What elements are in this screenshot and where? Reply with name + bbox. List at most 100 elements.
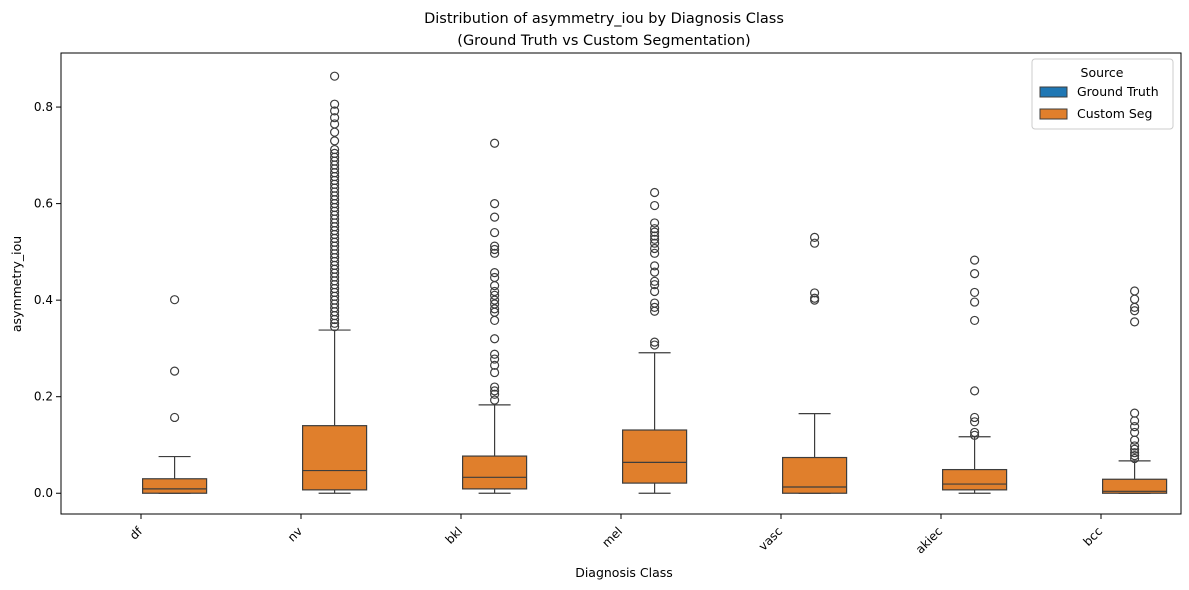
outlier-point-mel <box>649 224 660 234</box>
legend-entry-ground-truth: Ground Truth <box>1077 84 1159 99</box>
outlier-point-mel <box>649 231 660 241</box>
outlier-point-bkl <box>490 295 500 305</box>
outlier-point-akiec <box>969 315 980 326</box>
outlier-point-akiec <box>969 297 980 307</box>
outlier-point-bcc <box>1129 317 1140 327</box>
outlier-point-bkl <box>490 227 500 238</box>
outlier-point-bkl <box>490 281 500 291</box>
outlier-point-mel <box>649 267 660 277</box>
box-nv <box>302 425 368 491</box>
outlier-point-mel <box>649 248 660 258</box>
y-tick-label: 0.8 <box>34 100 53 114</box>
outlier-point-vasc <box>809 238 820 248</box>
outlier-point-bkl <box>490 212 500 222</box>
outlier-point-bkl <box>490 272 500 283</box>
outlier-point-akiec <box>969 269 980 279</box>
outlier-point-bkl <box>490 315 500 326</box>
outlier-point-vasc <box>809 293 820 303</box>
box-bcc <box>1101 478 1168 494</box>
outlier-point-mel <box>649 243 660 254</box>
box-akiec <box>941 468 1008 491</box>
chart-title: Distribution of asymmetry_iou by Diagnos… <box>424 11 784 27</box>
outlier-point-nv <box>330 144 340 155</box>
outlier-point-vasc <box>809 232 820 242</box>
outlier-point-bkl <box>490 349 500 359</box>
outlier-point-akiec <box>969 287 980 298</box>
outlier-point-bkl <box>490 354 500 364</box>
x-axis-label: Diagnosis Class <box>575 565 673 580</box>
outlier-point-bcc <box>1129 444 1140 454</box>
outlier-point-bkl <box>490 290 500 300</box>
outlier-point-bkl <box>490 199 500 209</box>
outlier-point-bkl <box>490 268 500 278</box>
outlier-point-nv <box>330 322 340 332</box>
outlier-point-bcc <box>1129 422 1140 432</box>
outlier-point-bkl <box>490 395 500 405</box>
legend-title: Source <box>1081 65 1124 80</box>
x-tick-label-bkl: bkl <box>443 524 466 547</box>
outlier-point-bkl <box>490 299 500 309</box>
outlier-point-mel <box>649 280 660 290</box>
outlier-point-bkl <box>490 367 500 378</box>
outlier-point-bcc <box>1129 453 1140 464</box>
outlier-point-mel <box>649 200 660 211</box>
outlier-point-nv <box>330 136 340 146</box>
outlier-point-bcc <box>1129 408 1140 418</box>
outlier-point-akiec <box>969 430 980 440</box>
plot-area: 0.0 0.2 0.4 0.6 0.8 df nv bkl mel vasc akiec bcc <box>34 52 1182 556</box>
chart-subtitle: (Ground Truth vs Custom Segmentation) <box>457 33 750 49</box>
y-axis-label: asymmetry_iou <box>9 236 24 332</box>
outlier-point-bcc <box>1129 441 1140 451</box>
outlier-point-akiec <box>969 427 980 438</box>
x-tick-label-df: df <box>127 524 146 543</box>
outlier-point-nv <box>330 99 340 109</box>
legend-swatch-custom-seg <box>1039 108 1068 120</box>
box-df <box>142 478 208 494</box>
outlier-point-bkl <box>490 244 500 255</box>
outlier-point-nv <box>330 119 340 129</box>
outlier-point-bcc <box>1129 427 1140 438</box>
outlier-point-mel <box>649 302 660 312</box>
outlier-point-mel <box>649 234 660 244</box>
outlier-point-bkl <box>490 286 500 297</box>
outlier-point-bkl <box>490 138 500 148</box>
outlier-point-nv <box>330 106 340 116</box>
box-mel <box>621 429 688 484</box>
outlier-point-mel <box>649 286 660 297</box>
box-bkl <box>462 455 528 490</box>
outlier-point-bkl <box>490 360 500 370</box>
x-tick-label-bcc: bcc <box>1081 524 1106 549</box>
outlier-point-bkl <box>490 334 500 344</box>
outlier-point-mel <box>649 276 660 286</box>
outlier-point-mel <box>649 298 660 308</box>
legend-entry-custom-seg: Custom Seg <box>1077 106 1152 121</box>
outlier-point-bkl <box>490 241 500 251</box>
outlier-point-bkl <box>490 389 500 399</box>
outlier-point-bcc <box>1129 448 1140 458</box>
outlier-point-mel <box>649 261 660 271</box>
outlier-point-akiec <box>969 255 980 265</box>
y-tick-label: 0.4 <box>34 293 53 307</box>
outlier-point-df <box>170 366 180 376</box>
legend: Source Ground Truth Custom Seg <box>1031 58 1174 130</box>
y-tick-label: 0.0 <box>34 486 53 500</box>
outlier-point-bcc <box>1129 306 1140 316</box>
outlier-point-nv <box>330 71 340 81</box>
outlier-point-mel <box>649 187 660 198</box>
outlier-point-df <box>170 295 180 305</box>
outlier-point-bcc <box>1129 450 1140 461</box>
outlier-point-bkl <box>490 248 500 258</box>
x-tick-label-akiec: akiec <box>913 524 945 556</box>
outlier-point-bcc <box>1129 286 1140 296</box>
outlier-point-mel <box>649 238 660 248</box>
legend-swatch-ground-truth <box>1039 86 1068 98</box>
outlier-point-nv <box>330 113 340 123</box>
y-tick-label: 0.6 <box>34 197 53 211</box>
x-tick-label-vasc: vasc <box>756 524 785 553</box>
outlier-point-mel <box>649 227 660 237</box>
outlier-point-bkl <box>490 386 500 396</box>
axes-frame <box>60 52 1182 515</box>
outlier-point-mel <box>649 340 660 350</box>
outlier-point-nv <box>330 148 340 159</box>
outlier-point-akiec <box>969 417 980 427</box>
